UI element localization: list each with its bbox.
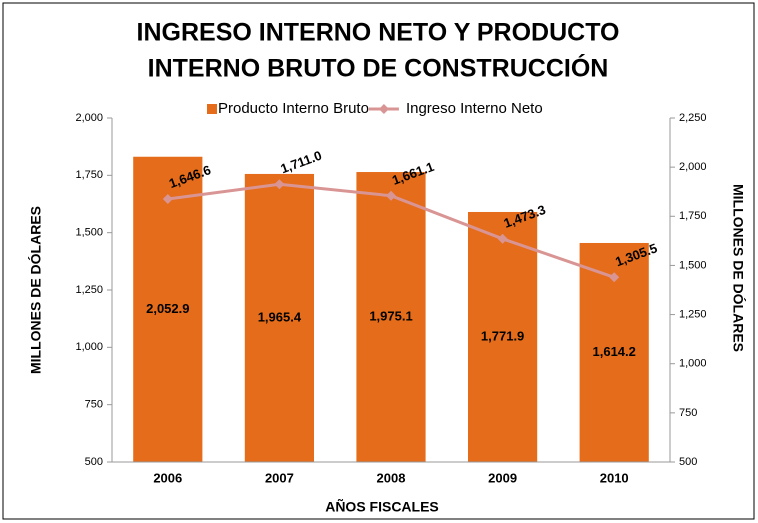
line-marker bbox=[497, 233, 508, 244]
bar-value-label: 1,965.4 bbox=[258, 309, 302, 324]
line-marker bbox=[386, 190, 396, 201]
y2-tick-label: 2,250 bbox=[679, 112, 707, 124]
y2-tick-label: 750 bbox=[679, 407, 697, 419]
y2-tick-label: 1,250 bbox=[679, 308, 707, 320]
chart-title: INGRESO INTERNO NETO Y PRODUCTO bbox=[137, 19, 620, 47]
x-tick-label: 2009 bbox=[488, 470, 517, 485]
line-marker bbox=[162, 194, 173, 205]
x-axis-title: AÑOS FISCALES bbox=[325, 498, 439, 515]
bar-value-label: 2,052.9 bbox=[146, 301, 189, 316]
y-tick-label: 1,250 bbox=[75, 284, 103, 296]
y2-tick-label: 1,500 bbox=[679, 259, 707, 271]
bar-value-label: 1,975.1 bbox=[369, 308, 412, 323]
y2-axis-title: MILLONES DE DÓLARES bbox=[730, 184, 747, 352]
bar-value-label: 1,614.2 bbox=[593, 344, 636, 359]
y2-tick-label: 500 bbox=[679, 456, 697, 468]
chart-title: INTERNO BRUTO DE CONSTRUCCIÓN bbox=[148, 53, 609, 83]
bar bbox=[133, 156, 203, 462]
legend-label: Ingreso Interno Neto bbox=[406, 100, 543, 117]
y-tick-label: 1,000 bbox=[75, 341, 103, 353]
y-tick-label: 750 bbox=[85, 399, 103, 411]
legend-label: Producto Interno Bruto bbox=[218, 100, 369, 117]
legend-marker bbox=[378, 104, 389, 114]
bar bbox=[356, 172, 426, 463]
y-axis-title: MILLONES DE DÓLARES bbox=[27, 206, 44, 374]
x-tick-label: 2006 bbox=[153, 470, 182, 485]
bar bbox=[468, 211, 538, 462]
y-tick-label: 2,000 bbox=[75, 112, 103, 124]
y2-tick-label: 2,000 bbox=[679, 161, 707, 173]
y2-tick-label: 1,000 bbox=[679, 358, 707, 370]
line-marker bbox=[274, 179, 285, 190]
y-tick-label: 1,750 bbox=[75, 169, 103, 181]
bar bbox=[244, 173, 314, 463]
bar-value-label: 1,771.9 bbox=[481, 328, 524, 343]
legend-swatch bbox=[207, 104, 217, 114]
y-tick-label: 500 bbox=[85, 456, 103, 468]
x-tick-label: 2008 bbox=[377, 470, 406, 485]
line-marker bbox=[609, 272, 620, 283]
x-tick-label: 2010 bbox=[600, 470, 629, 485]
y2-tick-label: 1,750 bbox=[679, 210, 707, 222]
y-tick-label: 1,500 bbox=[75, 227, 103, 239]
x-tick-label: 2007 bbox=[265, 470, 294, 485]
